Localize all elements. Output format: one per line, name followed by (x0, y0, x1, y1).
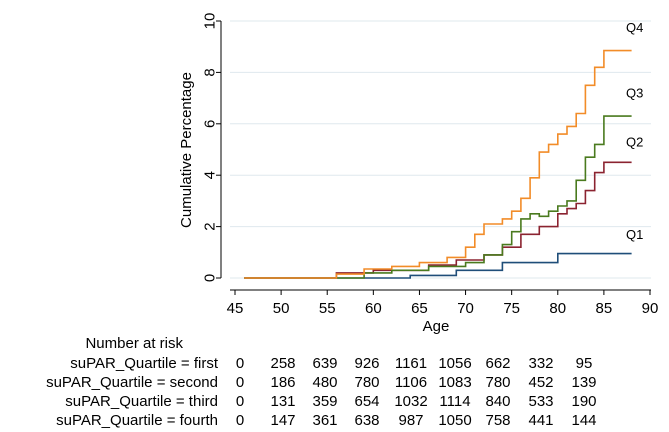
series-label-q4: Q4 (626, 20, 643, 35)
risk-value: 258 (270, 355, 296, 372)
risk-value: 144 (571, 412, 597, 429)
risk-value: 639 (312, 355, 338, 372)
risk-value: 987 (398, 412, 424, 429)
x-tick-label-60: 60 (365, 300, 382, 317)
y-axis-label: Cumulative Percentage (178, 72, 195, 228)
risk-value: 147 (270, 412, 296, 429)
y-tick-label-10: 10 (202, 13, 219, 30)
risk-row: suPAR_Quartile = fourth 0 147 361 638 987 1050… (0, 412, 669, 430)
series-line-q4 (244, 49, 632, 279)
risk-row-label: suPAR_Quartile = fourth (56, 412, 218, 429)
km-chart: 45 50 55 60 65 70 75 80 85 90 0 2 4 6 8 10 Q1 Q2 Q3 Q4 Ag… (178, 13, 659, 335)
y-ticks: 0 2 4 6 8 10 (202, 13, 221, 282)
series-label-q2: Q2 (626, 134, 643, 149)
risk-value: 654 (354, 393, 380, 410)
x-tick-label-65: 65 (411, 300, 428, 317)
series-line-q1 (244, 252, 632, 279)
x-tick-label-55: 55 (319, 300, 336, 317)
risk-value: 190 (571, 393, 597, 410)
risk-value: 840 (485, 393, 511, 410)
x-tick-label-80: 80 (549, 300, 566, 317)
risk-value: 452 (528, 374, 554, 391)
risk-row-label: suPAR_Quartile = second (46, 374, 218, 391)
risk-value: 662 (485, 355, 511, 372)
series-label-q1: Q1 (626, 227, 643, 242)
gridlines (230, 20, 651, 279)
x-tick-label-85: 85 (596, 300, 613, 317)
risk-value: 0 (235, 393, 245, 410)
risk-value: 1032 (394, 393, 428, 410)
y-tick-label-6: 6 (202, 120, 219, 128)
risk-value: 0 (235, 412, 245, 429)
y-tick-label-8: 8 (202, 68, 219, 76)
risk-value: 441 (528, 412, 554, 429)
risk-value: 1106 (394, 374, 428, 391)
risk-value: 139 (571, 374, 597, 391)
risk-value: 1161 (394, 355, 428, 372)
x-axis-label: Age (423, 318, 450, 335)
risk-value: 131 (270, 393, 296, 410)
x-tick-label-90: 90 (642, 300, 659, 317)
risk-value: 480 (312, 374, 338, 391)
x-tick-label-75: 75 (503, 300, 520, 317)
series-label-q3: Q3 (626, 85, 643, 100)
risk-value: 758 (485, 412, 511, 429)
risk-row-label: suPAR_Quartile = third (65, 393, 218, 410)
risk-table-title: Number at risk (85, 335, 183, 352)
risk-row: suPAR_Quartile = second 0 186 480 780 1106 108… (0, 374, 669, 392)
risk-value: 926 (354, 355, 380, 372)
risk-row: suPAR_Quartile = first 0 258 639 926 1161 1056… (0, 355, 669, 373)
risk-value: 0 (235, 355, 245, 372)
x-tick-label-50: 50 (273, 300, 290, 317)
risk-value: 780 (354, 374, 380, 391)
risk-value: 533 (528, 393, 554, 410)
y-tick-label-2: 2 (202, 222, 219, 230)
risk-value: 780 (485, 374, 511, 391)
series-lines (244, 49, 632, 279)
risk-value: 1056 (438, 355, 472, 372)
risk-row-label: suPAR_Quartile = first (70, 355, 218, 372)
risk-value: 1083 (438, 374, 472, 391)
y-tick-label-0: 0 (202, 274, 219, 282)
risk-value: 638 (354, 412, 380, 429)
risk-value: 359 (312, 393, 338, 410)
axes (220, 21, 651, 291)
risk-value: 186 (270, 374, 296, 391)
risk-value: 1050 (438, 412, 472, 429)
series-labels: Q1 Q2 Q3 Q4 (626, 20, 643, 242)
risk-value: 332 (528, 355, 554, 372)
series-line-q3 (244, 115, 632, 279)
y-tick-label-4: 4 (202, 171, 219, 179)
x-ticks: 45 50 55 60 65 70 75 80 85 90 (227, 290, 659, 317)
risk-value: 0 (235, 374, 245, 391)
x-tick-label-45: 45 (227, 300, 244, 317)
x-tick-label-70: 70 (457, 300, 474, 317)
risk-value: 361 (312, 412, 338, 429)
risk-value: 1114 (439, 393, 471, 410)
risk-row: suPAR_Quartile = third 0 131 359 654 1032 1114… (0, 393, 669, 411)
risk-value: 95 (575, 355, 593, 372)
